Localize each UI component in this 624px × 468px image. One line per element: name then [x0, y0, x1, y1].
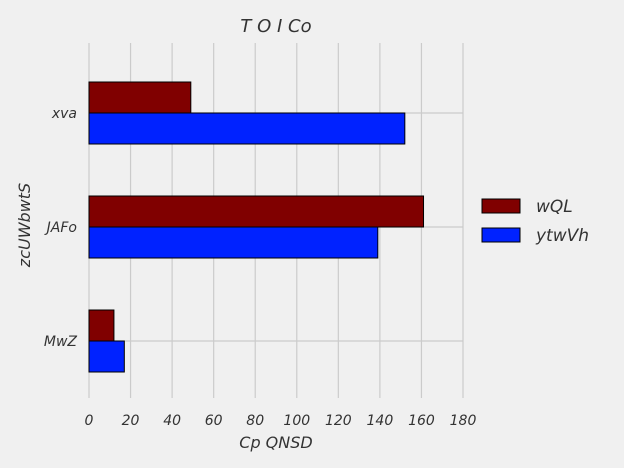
bar-wql-mwz — [88, 309, 115, 342]
y-tick-label-mwz: MwZ — [44, 334, 78, 350]
legend-swatch-wql — [481, 198, 521, 214]
x-tick-label-160: 160 — [408, 413, 435, 429]
bar-wql-jafo — [88, 195, 425, 228]
bar-ytwvh-jafo — [88, 226, 379, 259]
legend-label-ytwvh: ytwVh — [535, 226, 589, 246]
x-tick-label-80: 80 — [246, 413, 264, 429]
y-tick-label-jafo: JAFo — [44, 220, 77, 236]
bar-wql-xva — [88, 81, 192, 114]
x-tick-label-180: 180 — [450, 413, 477, 429]
tick-labels: 0 20 40 60 80 100 120 140 160 180 xva JAFo MwZ — [44, 106, 477, 429]
x-tick-label-140: 140 — [367, 413, 394, 429]
bar-ytwvh-xva — [88, 112, 406, 145]
legend: wQL ytwVh — [481, 197, 589, 246]
x-tick-label-0: 0 — [85, 413, 94, 429]
bar-ytwvh-mwz — [88, 340, 125, 373]
legend-swatch-ytwvh — [481, 227, 521, 243]
x-tick-label-40: 40 — [163, 413, 181, 429]
bars — [88, 81, 425, 373]
x-tick-label-120: 120 — [325, 413, 352, 429]
y-tick-label-xva: xva — [51, 106, 77, 122]
x-tick-label-100: 100 — [283, 413, 310, 429]
y-axis-label: zcUWbwtS — [15, 183, 34, 268]
legend-label-wql: wQL — [536, 197, 573, 217]
x-tick-label-20: 20 — [122, 413, 140, 429]
x-axis-label: Cp QNSD — [239, 433, 312, 452]
x-tick-label-60: 60 — [205, 413, 223, 429]
chart-title: T O I Co — [240, 16, 311, 37]
